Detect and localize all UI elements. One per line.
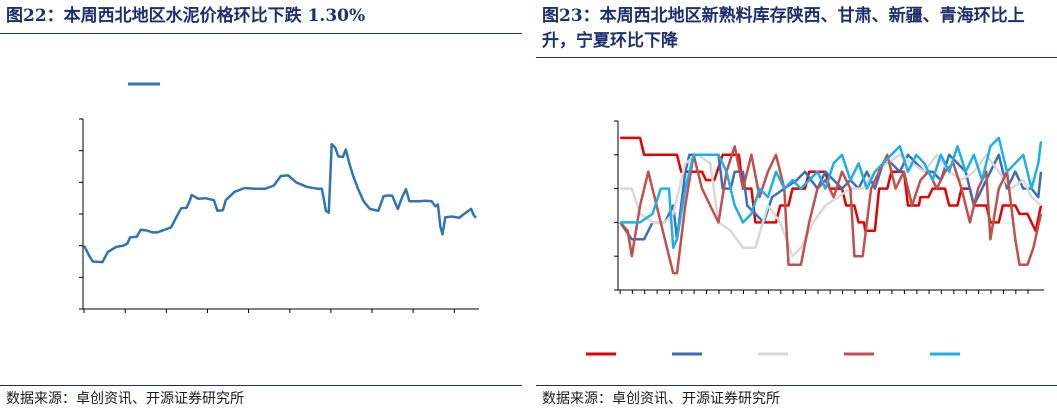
series-line-0 [82,143,478,264]
cement-price-chart [79,82,479,313]
figure-title: 图23：本周西北地区新熟料库存陕西、甘肃、新疆、青海环比上升，宁夏环比下降 [542,6,1025,51]
source-divider [0,385,522,386]
clinker-inventory-chart [586,120,1044,356]
right-figure-panel: 图23：本周西北地区新熟料库存陕西、甘肃、新疆、青海环比上升，宁夏环比下降 数据… [536,0,1057,413]
series-line-3 [619,145,1043,275]
data-source: 数据来源：卓创资讯、开源证券研究所 [542,391,780,407]
series-line-4 [620,136,1043,250]
source-divider [536,385,1057,386]
figure-title: 图22：本周西北地区水泥价格环比下跌 1.30% [6,6,366,26]
data-source: 数据来源：卓创资讯、开源证券研究所 [6,391,244,407]
title-divider [0,33,522,34]
series-line-2 [620,153,1042,258]
title-divider [536,57,1057,58]
left-figure-panel: 图22：本周西北地区水泥价格环比下跌 1.30% 数据来源：卓创资讯、开源证券研… [0,0,522,413]
